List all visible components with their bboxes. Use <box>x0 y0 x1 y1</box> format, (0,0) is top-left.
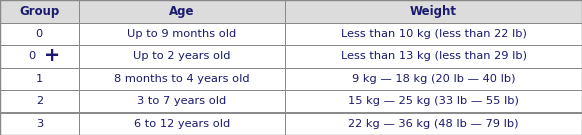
FancyBboxPatch shape <box>0 90 79 112</box>
FancyBboxPatch shape <box>285 68 582 90</box>
FancyBboxPatch shape <box>79 0 285 23</box>
FancyBboxPatch shape <box>0 23 79 45</box>
FancyBboxPatch shape <box>79 112 285 135</box>
Text: 6 to 12 years old: 6 to 12 years old <box>134 119 230 129</box>
FancyBboxPatch shape <box>285 23 582 45</box>
Text: +: + <box>44 46 60 65</box>
FancyBboxPatch shape <box>285 90 582 112</box>
FancyBboxPatch shape <box>285 112 582 135</box>
Text: 2: 2 <box>36 96 43 106</box>
FancyBboxPatch shape <box>79 68 285 90</box>
FancyBboxPatch shape <box>285 0 582 23</box>
Text: Age: Age <box>169 5 194 18</box>
FancyBboxPatch shape <box>79 45 285 68</box>
Text: Less than 10 kg (less than 22 lb): Less than 10 kg (less than 22 lb) <box>340 29 527 39</box>
Text: 3: 3 <box>36 119 43 129</box>
Text: Up to 2 years old: Up to 2 years old <box>133 51 230 61</box>
Text: Group: Group <box>19 5 59 18</box>
Text: Less than 13 kg (less than 29 lb): Less than 13 kg (less than 29 lb) <box>340 51 527 61</box>
FancyBboxPatch shape <box>0 0 79 23</box>
Text: 0: 0 <box>29 51 36 61</box>
Text: 9 kg — 18 kg (20 lb — 40 lb): 9 kg — 18 kg (20 lb — 40 lb) <box>352 74 515 84</box>
Text: 1: 1 <box>36 74 43 84</box>
FancyBboxPatch shape <box>79 90 285 112</box>
Text: 3 to 7 years old: 3 to 7 years old <box>137 96 226 106</box>
Text: 22 kg — 36 kg (48 lb — 79 lb): 22 kg — 36 kg (48 lb — 79 lb) <box>349 119 519 129</box>
FancyBboxPatch shape <box>79 23 285 45</box>
FancyBboxPatch shape <box>0 68 79 90</box>
FancyBboxPatch shape <box>0 45 79 68</box>
Text: 8 months to 4 years old: 8 months to 4 years old <box>114 74 250 84</box>
Text: 15 kg — 25 kg (33 lb — 55 lb): 15 kg — 25 kg (33 lb — 55 lb) <box>348 96 519 106</box>
FancyBboxPatch shape <box>285 45 582 68</box>
FancyBboxPatch shape <box>0 112 79 135</box>
Text: Up to 9 months old: Up to 9 months old <box>127 29 236 39</box>
Text: 0: 0 <box>36 29 43 39</box>
Text: Weight: Weight <box>410 5 457 18</box>
